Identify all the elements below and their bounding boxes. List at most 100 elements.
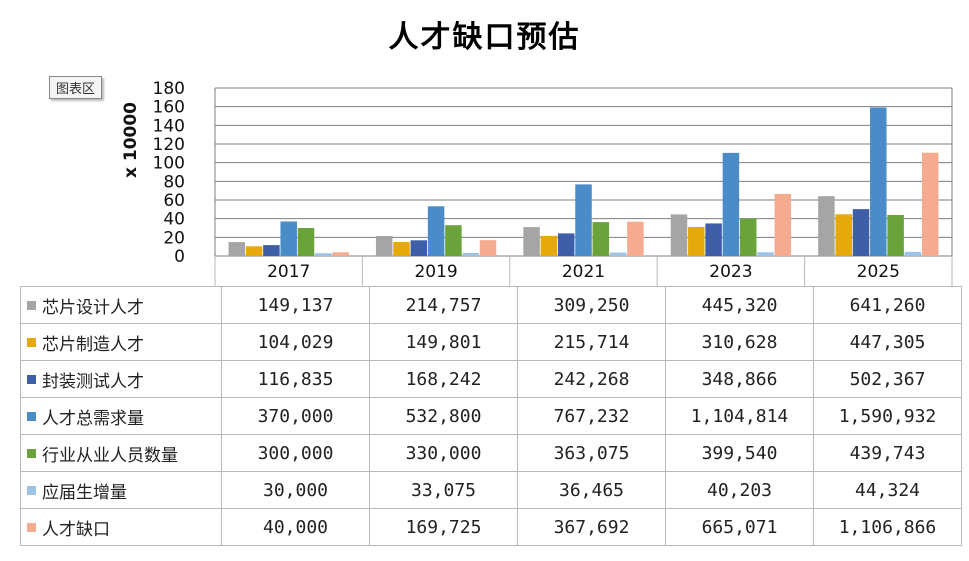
table-cell: 242,268 [517, 360, 666, 398]
table-cell: 1,590,932 [813, 397, 962, 435]
series-name: 人才总需求量 [42, 408, 144, 429]
x-tick-label: 2017 [267, 262, 310, 282]
legend-swatch [27, 449, 36, 458]
bar [445, 225, 462, 256]
bar [757, 252, 774, 256]
table-cell: 502,367 [813, 360, 962, 398]
series-label-cell: 人才总需求量 [20, 397, 222, 435]
legend-swatch [27, 412, 36, 421]
bar [427, 206, 445, 256]
table-cell: 33,075 [369, 471, 518, 509]
table-cell: 44,324 [813, 471, 962, 509]
bar [818, 196, 835, 256]
bar [523, 227, 540, 256]
table-cell: 309,250 [517, 286, 666, 324]
table-cell: 116,835 [221, 360, 370, 398]
bar [228, 242, 246, 256]
bar [921, 152, 939, 256]
series-label-cell: 应届生增量 [20, 471, 222, 509]
chart-area-tag[interactable]: 图表区 [49, 76, 103, 99]
table-cell: 149,137 [221, 286, 370, 324]
table-cell: 40,203 [665, 471, 814, 509]
table-row: 应届生增量 30,000 33,075 36,465 40,203 44,324 [20, 471, 962, 509]
series-label-cell: 人才缺口 [20, 508, 222, 546]
bar [904, 251, 922, 256]
table-cell: 300,000 [221, 434, 370, 472]
bar [705, 223, 722, 256]
bar [332, 252, 349, 256]
x-tick-label: 2021 [562, 262, 605, 282]
series-label-cell: 芯片制造人才 [20, 323, 222, 361]
bar [670, 214, 688, 256]
y-tick-label: 60 [163, 191, 185, 211]
y-tick-label: 160 [153, 98, 185, 118]
table-cell: 149,801 [369, 323, 518, 361]
legend-swatch [27, 338, 36, 347]
data-table: 芯片设计人才 149,137 214,757 309,250 445,320 641,26… [20, 286, 962, 546]
table-row: 人才总需求量 370,000 532,800 767,232 1,104,814 1,59… [20, 397, 962, 435]
table-cell: 439,743 [813, 434, 962, 472]
bar [852, 209, 870, 256]
bar [835, 214, 852, 256]
y-tick-label: 120 [153, 135, 185, 155]
table-cell: 767,232 [517, 397, 666, 435]
series-name: 人才缺口 [42, 519, 110, 540]
legend-swatch [27, 301, 36, 310]
y-tick-label: 0 [174, 247, 185, 267]
bar [627, 221, 644, 256]
bar [375, 235, 393, 256]
bar [462, 252, 479, 256]
bar [887, 214, 904, 256]
table-row: 芯片设计人才 149,137 214,757 309,250 445,320 641,26… [20, 286, 962, 324]
series-name: 芯片设计人才 [42, 297, 144, 318]
bar [592, 222, 610, 256]
table-cell: 330,000 [369, 434, 518, 472]
series-label-cell: 封装测试人才 [20, 360, 222, 398]
table-row: 芯片制造人才 104,029 149,801 215,714 310,628 447,30… [20, 323, 962, 361]
bar [609, 252, 627, 256]
series-label-cell: 芯片设计人才 [20, 286, 222, 324]
y-tick-label: 40 [163, 210, 185, 230]
table-row: 封装测试人才 116,835 168,242 242,268 348,866 502,36… [20, 360, 962, 398]
table-cell: 445,320 [665, 286, 814, 324]
y-tick-label: 80 [163, 172, 185, 192]
table-cell: 532,800 [369, 397, 518, 435]
bar [297, 228, 315, 256]
y-axis-label: x 10000 [121, 102, 141, 178]
x-tick-label: 2019 [414, 262, 457, 282]
table-cell: 40,000 [221, 508, 370, 546]
y-tick-label: 20 [163, 228, 185, 248]
bar [263, 245, 280, 256]
bar [575, 184, 592, 256]
table-row: 行业从业人员数量 300,000 330,000 363,075 399,540 439,… [20, 434, 962, 472]
series-label-cell: 行业从业人员数量 [20, 434, 222, 472]
chart-title: 人才缺口预估 [388, 20, 581, 55]
series-name: 行业从业人员数量 [42, 445, 178, 466]
table-cell: 168,242 [369, 360, 518, 398]
table-cell: 363,075 [517, 434, 666, 472]
table-cell: 399,540 [665, 434, 814, 472]
bar [739, 218, 757, 256]
bar [410, 240, 428, 256]
table-cell: 641,260 [813, 286, 962, 324]
bar [479, 240, 497, 256]
table-cell: 1,106,866 [813, 508, 962, 546]
bar [774, 193, 792, 256]
bar [688, 227, 705, 256]
y-tick-label: 100 [153, 154, 185, 174]
y-tick-label: 180 [153, 79, 185, 99]
table-cell: 1,104,814 [665, 397, 814, 435]
table-cell: 367,692 [517, 508, 666, 546]
table-cell: 169,725 [369, 508, 518, 546]
table-cell: 214,757 [369, 286, 518, 324]
bar [540, 235, 558, 256]
bar [280, 221, 297, 256]
bar [245, 246, 263, 256]
bar [870, 107, 887, 256]
x-tick-label: 2023 [709, 262, 752, 282]
bar [393, 242, 410, 256]
table-row: 人才缺口 40,000 169,725 367,692 665,071 1,106,866 [20, 508, 962, 546]
table-cell: 665,071 [665, 508, 814, 546]
series-name: 芯片制造人才 [42, 334, 144, 355]
